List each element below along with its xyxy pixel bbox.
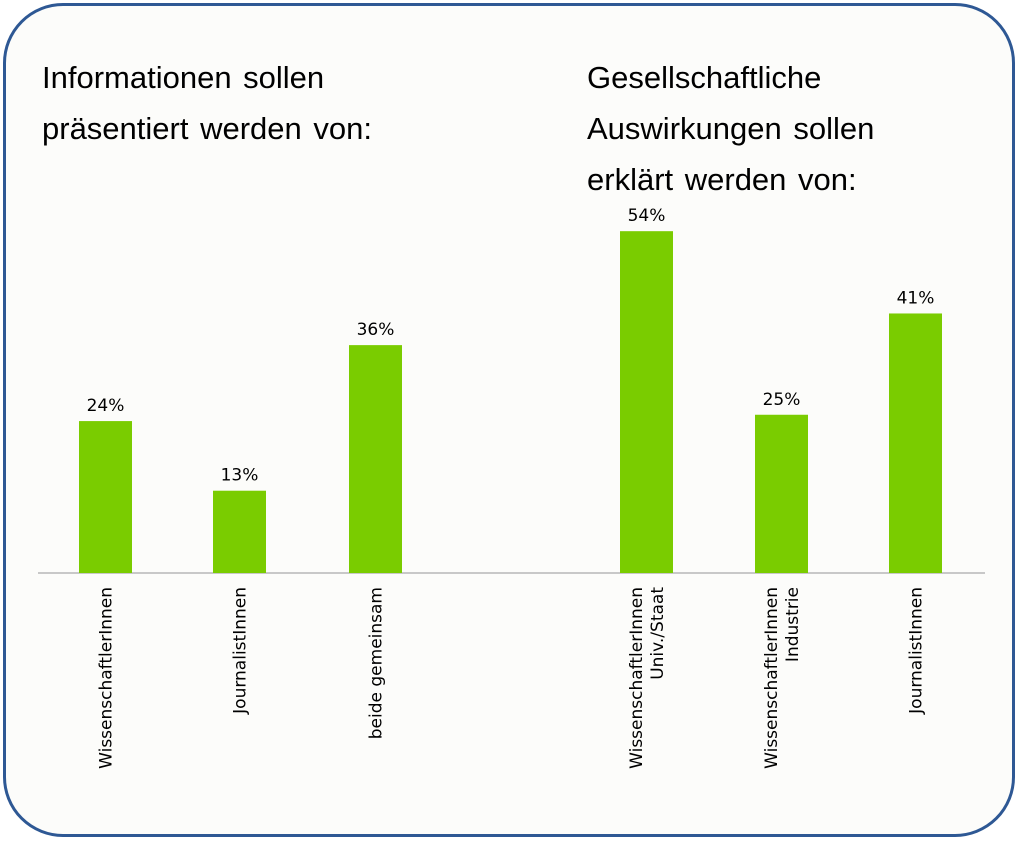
chart-frame: [3, 3, 1015, 837]
chart-1-value-label-2: 13%: [221, 466, 259, 486]
chart-1-category-1: WissenschaftlerInnen: [97, 587, 117, 769]
chart-2-category-1-line-1: WissenschaftlerInnen: [627, 587, 647, 769]
chart-1-value-label-3: 36%: [357, 320, 395, 340]
chart-2-category-3: JournalistInnen: [907, 587, 927, 715]
chart-2-title-line-3: erklärt werden von:: [587, 162, 857, 197]
chart-1-category-1-line-1: WissenschaftlerInnen: [97, 587, 117, 769]
chart-1-category-3-line-1: beide gemeinsam: [367, 587, 387, 739]
chart-1-bar-2: [213, 490, 266, 573]
chart-2-value-label-3: 41%: [897, 288, 935, 308]
chart-2-value-label-1: 54%: [628, 206, 666, 226]
chart-2-category-1-line-2: Univ./Staat: [648, 587, 668, 680]
chart-1-category-2-line-1: JournalistInnen: [231, 587, 251, 715]
chart-1-title-line-1: Informationen sollen: [42, 60, 324, 95]
chart-2-category-1: WissenschaftlerInnen Univ./Staat: [627, 587, 668, 769]
chart-2-category-2-line-2: Industrie: [783, 587, 803, 662]
chart-2-category-3-line-1: JournalistInnen: [907, 587, 927, 715]
chart-1-title-line-2: präsentiert werden von:: [42, 111, 372, 146]
chart-1-category-2: JournalistInnen: [231, 587, 251, 715]
chart-2-title-line-2: Auswirkungen sollen: [587, 111, 874, 146]
chart-2-bar-1: [620, 231, 673, 573]
chart-2-bar-2: [755, 414, 808, 573]
chart-2-category-2-line-1: WissenschaftlerInnen: [762, 587, 782, 769]
chart-2-value-label-2: 25%: [763, 390, 801, 410]
chart-2-title-line-1: Gesellschaftliche: [587, 60, 821, 95]
chart-1-bar-1: [79, 421, 132, 573]
chart-1-bar-3: [349, 345, 402, 573]
chart-2-category-2: WissenschaftlerInnen Industrie: [762, 587, 803, 769]
chart-1-category-3: beide gemeinsam: [367, 587, 387, 739]
chart-1-value-label-1: 24%: [87, 396, 125, 416]
chart-2-bar-3: [889, 313, 942, 573]
